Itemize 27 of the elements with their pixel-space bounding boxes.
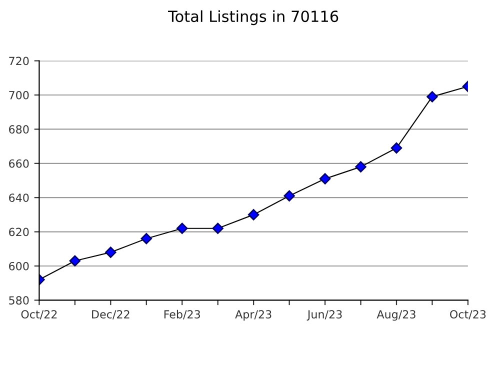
x-tick-label: Jun/23 [306,310,342,321]
point [105,246,116,258]
point [69,255,81,266]
point [212,222,224,234]
point [426,91,438,102]
chart-title: Total Listings in 70116 [168,10,338,26]
point [355,161,366,172]
y-tick-label: 600 [9,262,29,270]
x-tick-label: Dec/22 [92,310,130,320]
y-tick-label: 680 [9,125,29,134]
point [390,142,402,154]
y-tick-label: 580 [9,296,29,305]
y-tick-label: 660 [9,159,29,168]
y-tick-label: 640 [9,194,29,202]
x-tick-label: Oct/22 [21,310,57,320]
x-tick-label: Apr/23 [235,310,272,321]
point [319,173,331,184]
y-tick-label: 720 [9,56,29,66]
x-tick-label: Oct/23 [450,310,486,320]
x-tick-label: Feb/23 [164,310,200,320]
x-tick-label: Aug/23 [376,310,416,321]
point [248,209,260,220]
point [140,233,152,244]
y-tick-label: 700 [9,90,29,100]
y-tick-label: 620 [9,228,29,236]
point [176,222,188,234]
point [284,190,295,202]
